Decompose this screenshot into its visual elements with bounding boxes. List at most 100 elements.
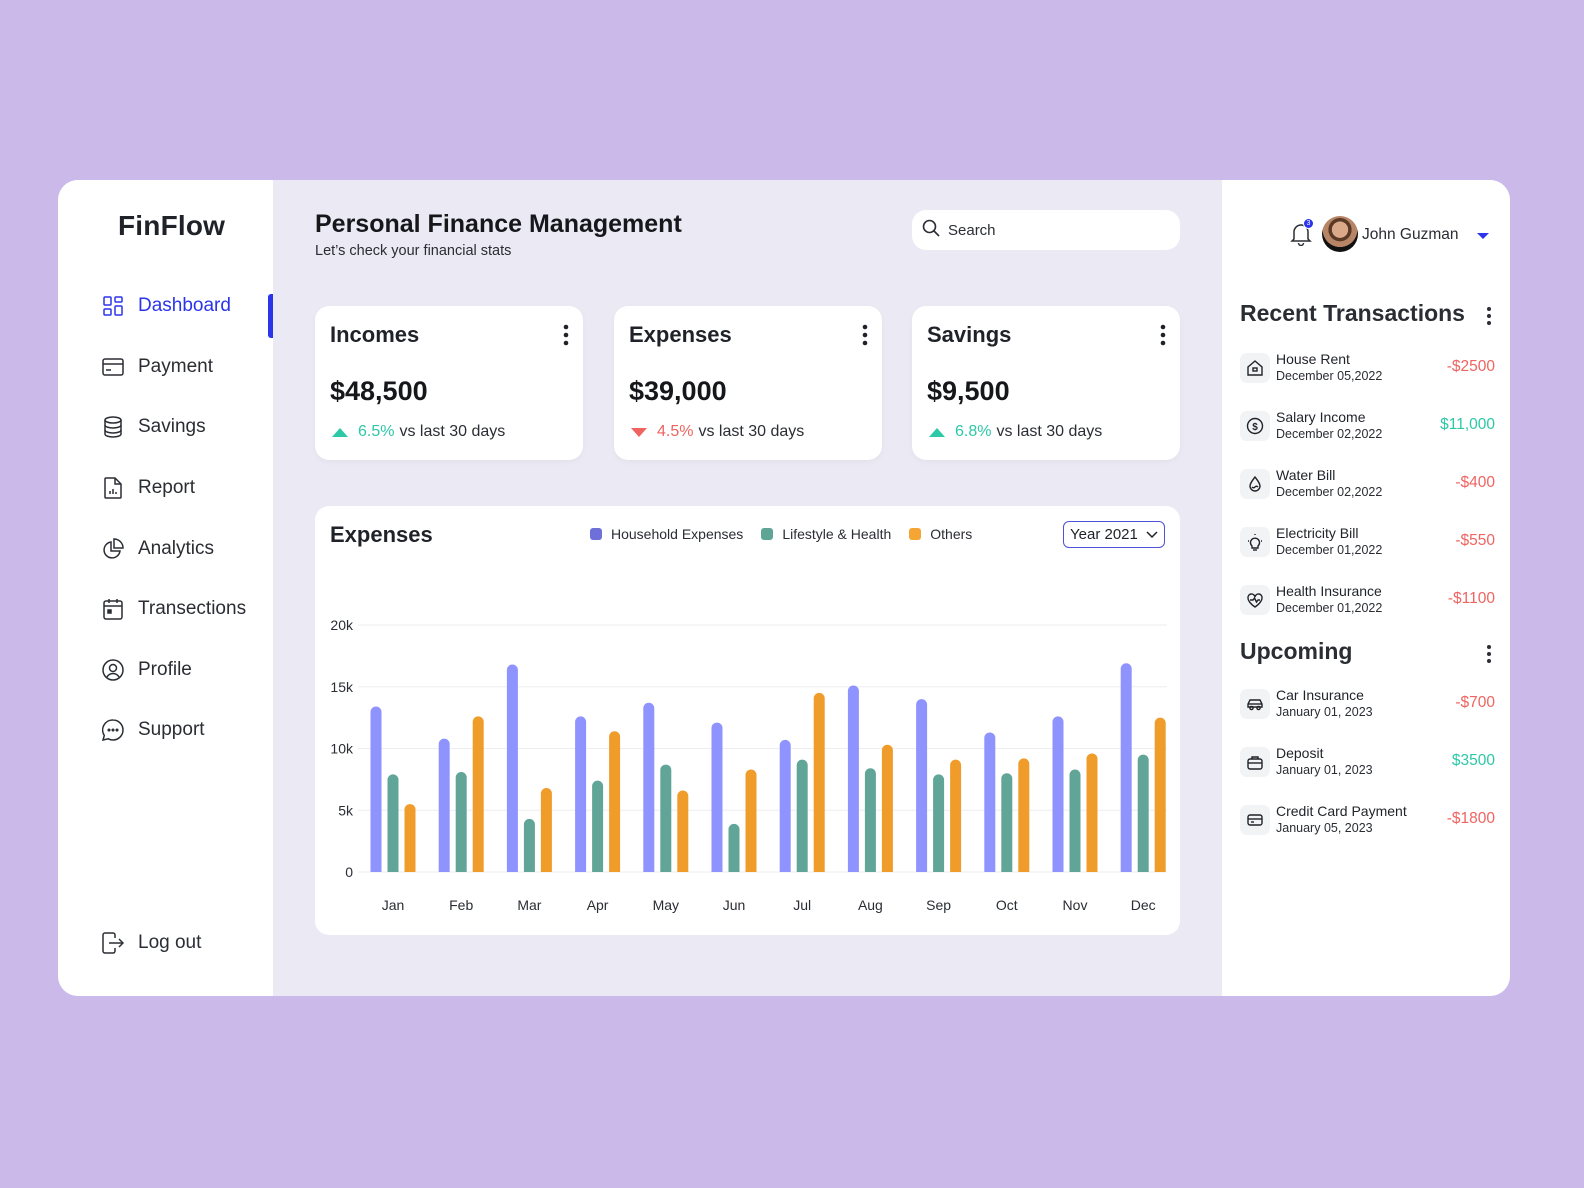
bar[interactable] bbox=[1018, 758, 1030, 872]
bar[interactable] bbox=[1086, 753, 1098, 872]
search-bar[interactable] bbox=[912, 210, 1180, 250]
bar[interactable] bbox=[575, 716, 587, 872]
bar[interactable] bbox=[847, 685, 859, 872]
x-axis-label: Jul bbox=[793, 897, 811, 913]
logout-label: Log out bbox=[138, 932, 202, 953]
sidebar-item-label: Savings bbox=[138, 416, 206, 438]
more-options-icon[interactable] bbox=[1484, 644, 1494, 664]
transaction-name: Salary Income bbox=[1276, 409, 1366, 425]
transaction-name: House Rent bbox=[1276, 351, 1350, 367]
transaction-amount: $3500 bbox=[1451, 752, 1495, 769]
bar-chart: 0 5k 10k 15k 20k Jan Feb Mar Apr May Jun Jul Aug Sep O… bbox=[330, 617, 1167, 913]
sidebar-item-report[interactable]: Report bbox=[58, 458, 273, 519]
transaction-item[interactable]: Water Bill December 02,2022 -$400 bbox=[1240, 466, 1495, 502]
transaction-item[interactable]: Deposit January 01, 2023 $3500 bbox=[1240, 744, 1495, 780]
bar[interactable] bbox=[1120, 663, 1132, 872]
bar[interactable] bbox=[813, 692, 825, 872]
car-icon bbox=[1240, 689, 1270, 719]
sidebar-item-payment[interactable]: Payment bbox=[58, 337, 273, 398]
transaction-amount: -$1100 bbox=[1447, 590, 1495, 607]
year-select[interactable]: Year 2021 bbox=[1063, 521, 1165, 548]
legend-item-others: Others bbox=[909, 526, 972, 542]
sidebar-item-transections[interactable]: Transections bbox=[58, 579, 273, 640]
bar[interactable] bbox=[984, 732, 996, 872]
legend-label: Others bbox=[930, 526, 973, 542]
bar[interactable] bbox=[404, 804, 416, 872]
avatar[interactable] bbox=[1322, 216, 1358, 252]
more-options-icon[interactable] bbox=[1158, 324, 1168, 346]
caret-down-icon[interactable] bbox=[1477, 233, 1489, 239]
bar[interactable] bbox=[677, 790, 689, 872]
bar[interactable] bbox=[472, 716, 484, 872]
transaction-amount: -$2500 bbox=[1446, 358, 1495, 375]
bar[interactable] bbox=[592, 780, 604, 872]
transaction-text: House Rent December 05,2022 bbox=[1276, 351, 1382, 385]
legend-item-household: Household Expenses bbox=[590, 526, 743, 542]
y-axis-label: 20k bbox=[330, 617, 354, 633]
more-options-icon[interactable] bbox=[1484, 306, 1494, 326]
bar[interactable] bbox=[745, 769, 757, 872]
bar[interactable] bbox=[438, 738, 450, 872]
bar[interactable] bbox=[660, 764, 672, 872]
bar[interactable] bbox=[779, 739, 791, 872]
sidebar-item-analytics[interactable]: Analytics bbox=[58, 518, 273, 579]
x-axis-label: Oct bbox=[996, 897, 1018, 913]
transaction-item[interactable]: Health Insurance December 01,2022 -$1100 bbox=[1240, 582, 1495, 618]
bar[interactable] bbox=[950, 759, 962, 872]
card-title: Expenses bbox=[629, 322, 732, 347]
chevron-down-icon bbox=[1146, 530, 1158, 538]
user-name[interactable]: John Guzman bbox=[1362, 226, 1459, 243]
bar[interactable] bbox=[540, 788, 552, 872]
sidebar-item-support[interactable]: Support bbox=[58, 700, 273, 761]
transaction-date: December 02,2022 bbox=[1276, 427, 1383, 441]
transaction-item[interactable]: House Rent December 05,2022 -$2500 bbox=[1240, 350, 1495, 386]
bar[interactable] bbox=[728, 823, 740, 872]
notifications-button[interactable]: 3 bbox=[1290, 218, 1314, 251]
bar[interactable] bbox=[370, 706, 382, 872]
recent-transactions-title: Recent Transactions bbox=[1240, 300, 1465, 326]
transaction-amount: -$700 bbox=[1455, 694, 1495, 711]
delta-suffix: vs last 30 days bbox=[698, 423, 805, 440]
bar[interactable] bbox=[881, 744, 893, 872]
bar[interactable] bbox=[1069, 769, 1081, 872]
legend-label: Household Expenses bbox=[611, 526, 744, 542]
bar[interactable] bbox=[506, 664, 518, 872]
bar[interactable] bbox=[933, 774, 945, 872]
bar[interactable] bbox=[643, 702, 655, 872]
expenses-chart-card: Expenses Household Expenses Lifestyle & … bbox=[315, 506, 1180, 935]
transaction-name: Water Bill bbox=[1276, 467, 1336, 483]
sidebar: FinFlow Dashboard Payment Savings bbox=[58, 180, 273, 996]
bar[interactable] bbox=[387, 774, 399, 872]
app-window: FinFlow Dashboard Payment Savings bbox=[58, 180, 1510, 996]
transaction-name: Credit Card Payment bbox=[1276, 803, 1407, 819]
bar[interactable] bbox=[609, 731, 621, 872]
bar[interactable] bbox=[796, 759, 808, 872]
transaction-item[interactable]: Credit Card Payment January 05, 2023 -$1… bbox=[1240, 802, 1495, 838]
more-options-icon[interactable] bbox=[561, 324, 571, 346]
card-title: Incomes bbox=[330, 322, 420, 347]
transaction-item[interactable]: $ Salary Income December 02,2022 $11,000 bbox=[1240, 408, 1495, 444]
water-drop-icon bbox=[1240, 469, 1270, 499]
transaction-text: Salary Income December 02,2022 bbox=[1276, 409, 1382, 443]
search-input[interactable] bbox=[948, 221, 1148, 239]
bar[interactable] bbox=[916, 699, 928, 872]
more-options-icon[interactable] bbox=[860, 324, 870, 346]
bar[interactable] bbox=[1052, 716, 1064, 872]
sidebar-item-dashboard[interactable]: Dashboard bbox=[58, 276, 273, 338]
bar[interactable] bbox=[711, 722, 723, 872]
sidebar-item-savings[interactable]: Savings bbox=[58, 397, 273, 458]
delta-percent: 4.5% bbox=[657, 423, 694, 440]
bar[interactable] bbox=[455, 771, 467, 872]
bar[interactable] bbox=[1001, 773, 1013, 872]
bar[interactable] bbox=[864, 768, 876, 872]
logout-button[interactable]: Log out bbox=[102, 932, 201, 954]
heart-pulse-icon bbox=[1240, 585, 1270, 615]
transaction-item[interactable]: Car Insurance January 01, 2023 -$700 bbox=[1240, 686, 1495, 722]
incomes-card: Incomes $48,500 6.5% vs last 30 days bbox=[315, 306, 583, 460]
bar[interactable] bbox=[523, 818, 535, 872]
transaction-item[interactable]: Electricity Bill December 01,2022 -$550 bbox=[1240, 524, 1495, 560]
bar[interactable] bbox=[1154, 717, 1166, 872]
bar[interactable] bbox=[1137, 754, 1149, 872]
svg-text:$: $ bbox=[1252, 422, 1258, 433]
sidebar-item-profile[interactable]: Profile bbox=[58, 640, 273, 701]
